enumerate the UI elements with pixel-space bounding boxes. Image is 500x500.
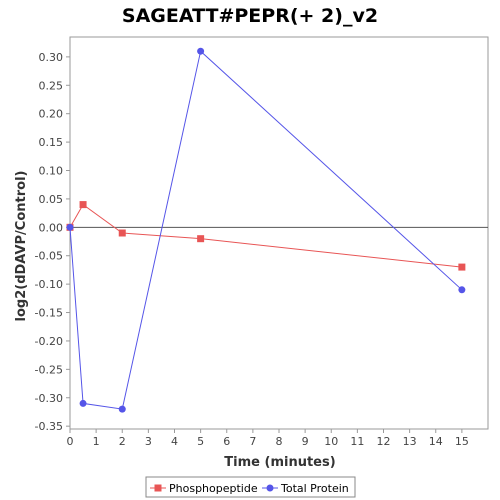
y-tick-label: -0.10 [35, 278, 63, 291]
y-tick-label: -0.15 [35, 307, 63, 320]
x-tick-label: 15 [455, 435, 469, 448]
y-tick-label: 0.05 [39, 193, 64, 206]
x-tick-label: 4 [171, 435, 178, 448]
x-tick-label: 13 [403, 435, 417, 448]
legend-total-protein-label: Total Protein [280, 482, 349, 495]
x-tick-label: 7 [249, 435, 256, 448]
x-axis-label: Time (minutes) [224, 455, 335, 470]
data-point-phosphopeptide [458, 263, 466, 271]
chart-title: SAGEATT#PEPR(+ 2)_v2 [122, 5, 378, 27]
x-axis-ticks: 0 1 2 3 4 5 6 7 8 9 10 11 12 13 14 15 [67, 429, 469, 448]
y-tick-label: -0.05 [35, 250, 63, 263]
y-tick-label: 0.10 [39, 165, 64, 178]
x-tick-label: 10 [324, 435, 338, 448]
x-tick-label: 0 [67, 435, 74, 448]
x-tick-label: 1 [93, 435, 100, 448]
data-point-total-protein [458, 286, 466, 294]
x-tick-label: 9 [302, 435, 309, 448]
y-tick-label: -0.25 [35, 363, 63, 376]
plot-area [69, 36, 489, 430]
x-tick-label: 14 [429, 435, 443, 448]
y-tick-label: 0.20 [39, 108, 64, 121]
series-total-protein [66, 47, 466, 413]
y-axis-label: log2(dDAVP/Control) [14, 171, 29, 322]
y-tick-label: -0.35 [35, 420, 63, 433]
legend-box [145, 476, 356, 498]
x-tick-label: 2 [119, 435, 126, 448]
series-layer [66, 47, 466, 413]
legend: Phosphopeptide Total Protein [145, 476, 356, 498]
legend-phosphopeptide-marker [154, 484, 162, 492]
y-tick-label: -0.30 [35, 392, 63, 405]
data-point-total-protein [118, 405, 126, 413]
y-tick-label: 0.25 [39, 79, 64, 92]
data-point-phosphopeptide [197, 235, 205, 243]
y-tick-label: 0.15 [39, 136, 64, 149]
data-point-phosphopeptide [118, 229, 126, 237]
data-point-total-protein [66, 223, 74, 231]
legend-phosphopeptide-label: Phosphopeptide [169, 482, 258, 495]
x-tick-label: 3 [145, 435, 152, 448]
data-point-phosphopeptide [79, 201, 87, 209]
x-tick-label: 5 [197, 435, 204, 448]
data-point-total-protein [79, 399, 87, 407]
y-tick-label: -0.20 [35, 335, 63, 348]
y-axis-ticks: -0.35 -0.30 -0.25 -0.20 -0.15 -0.10 -0.05 0.00 0… [35, 51, 70, 433]
x-tick-label: 12 [377, 435, 391, 448]
data-point-total-protein [197, 47, 205, 55]
y-tick-label: 0.30 [39, 51, 64, 64]
x-tick-label: 8 [276, 435, 283, 448]
y-tick-label: 0.00 [39, 221, 64, 234]
x-tick-label: 11 [350, 435, 364, 448]
x-tick-label: 6 [223, 435, 230, 448]
legend-total-protein-marker [266, 484, 274, 492]
